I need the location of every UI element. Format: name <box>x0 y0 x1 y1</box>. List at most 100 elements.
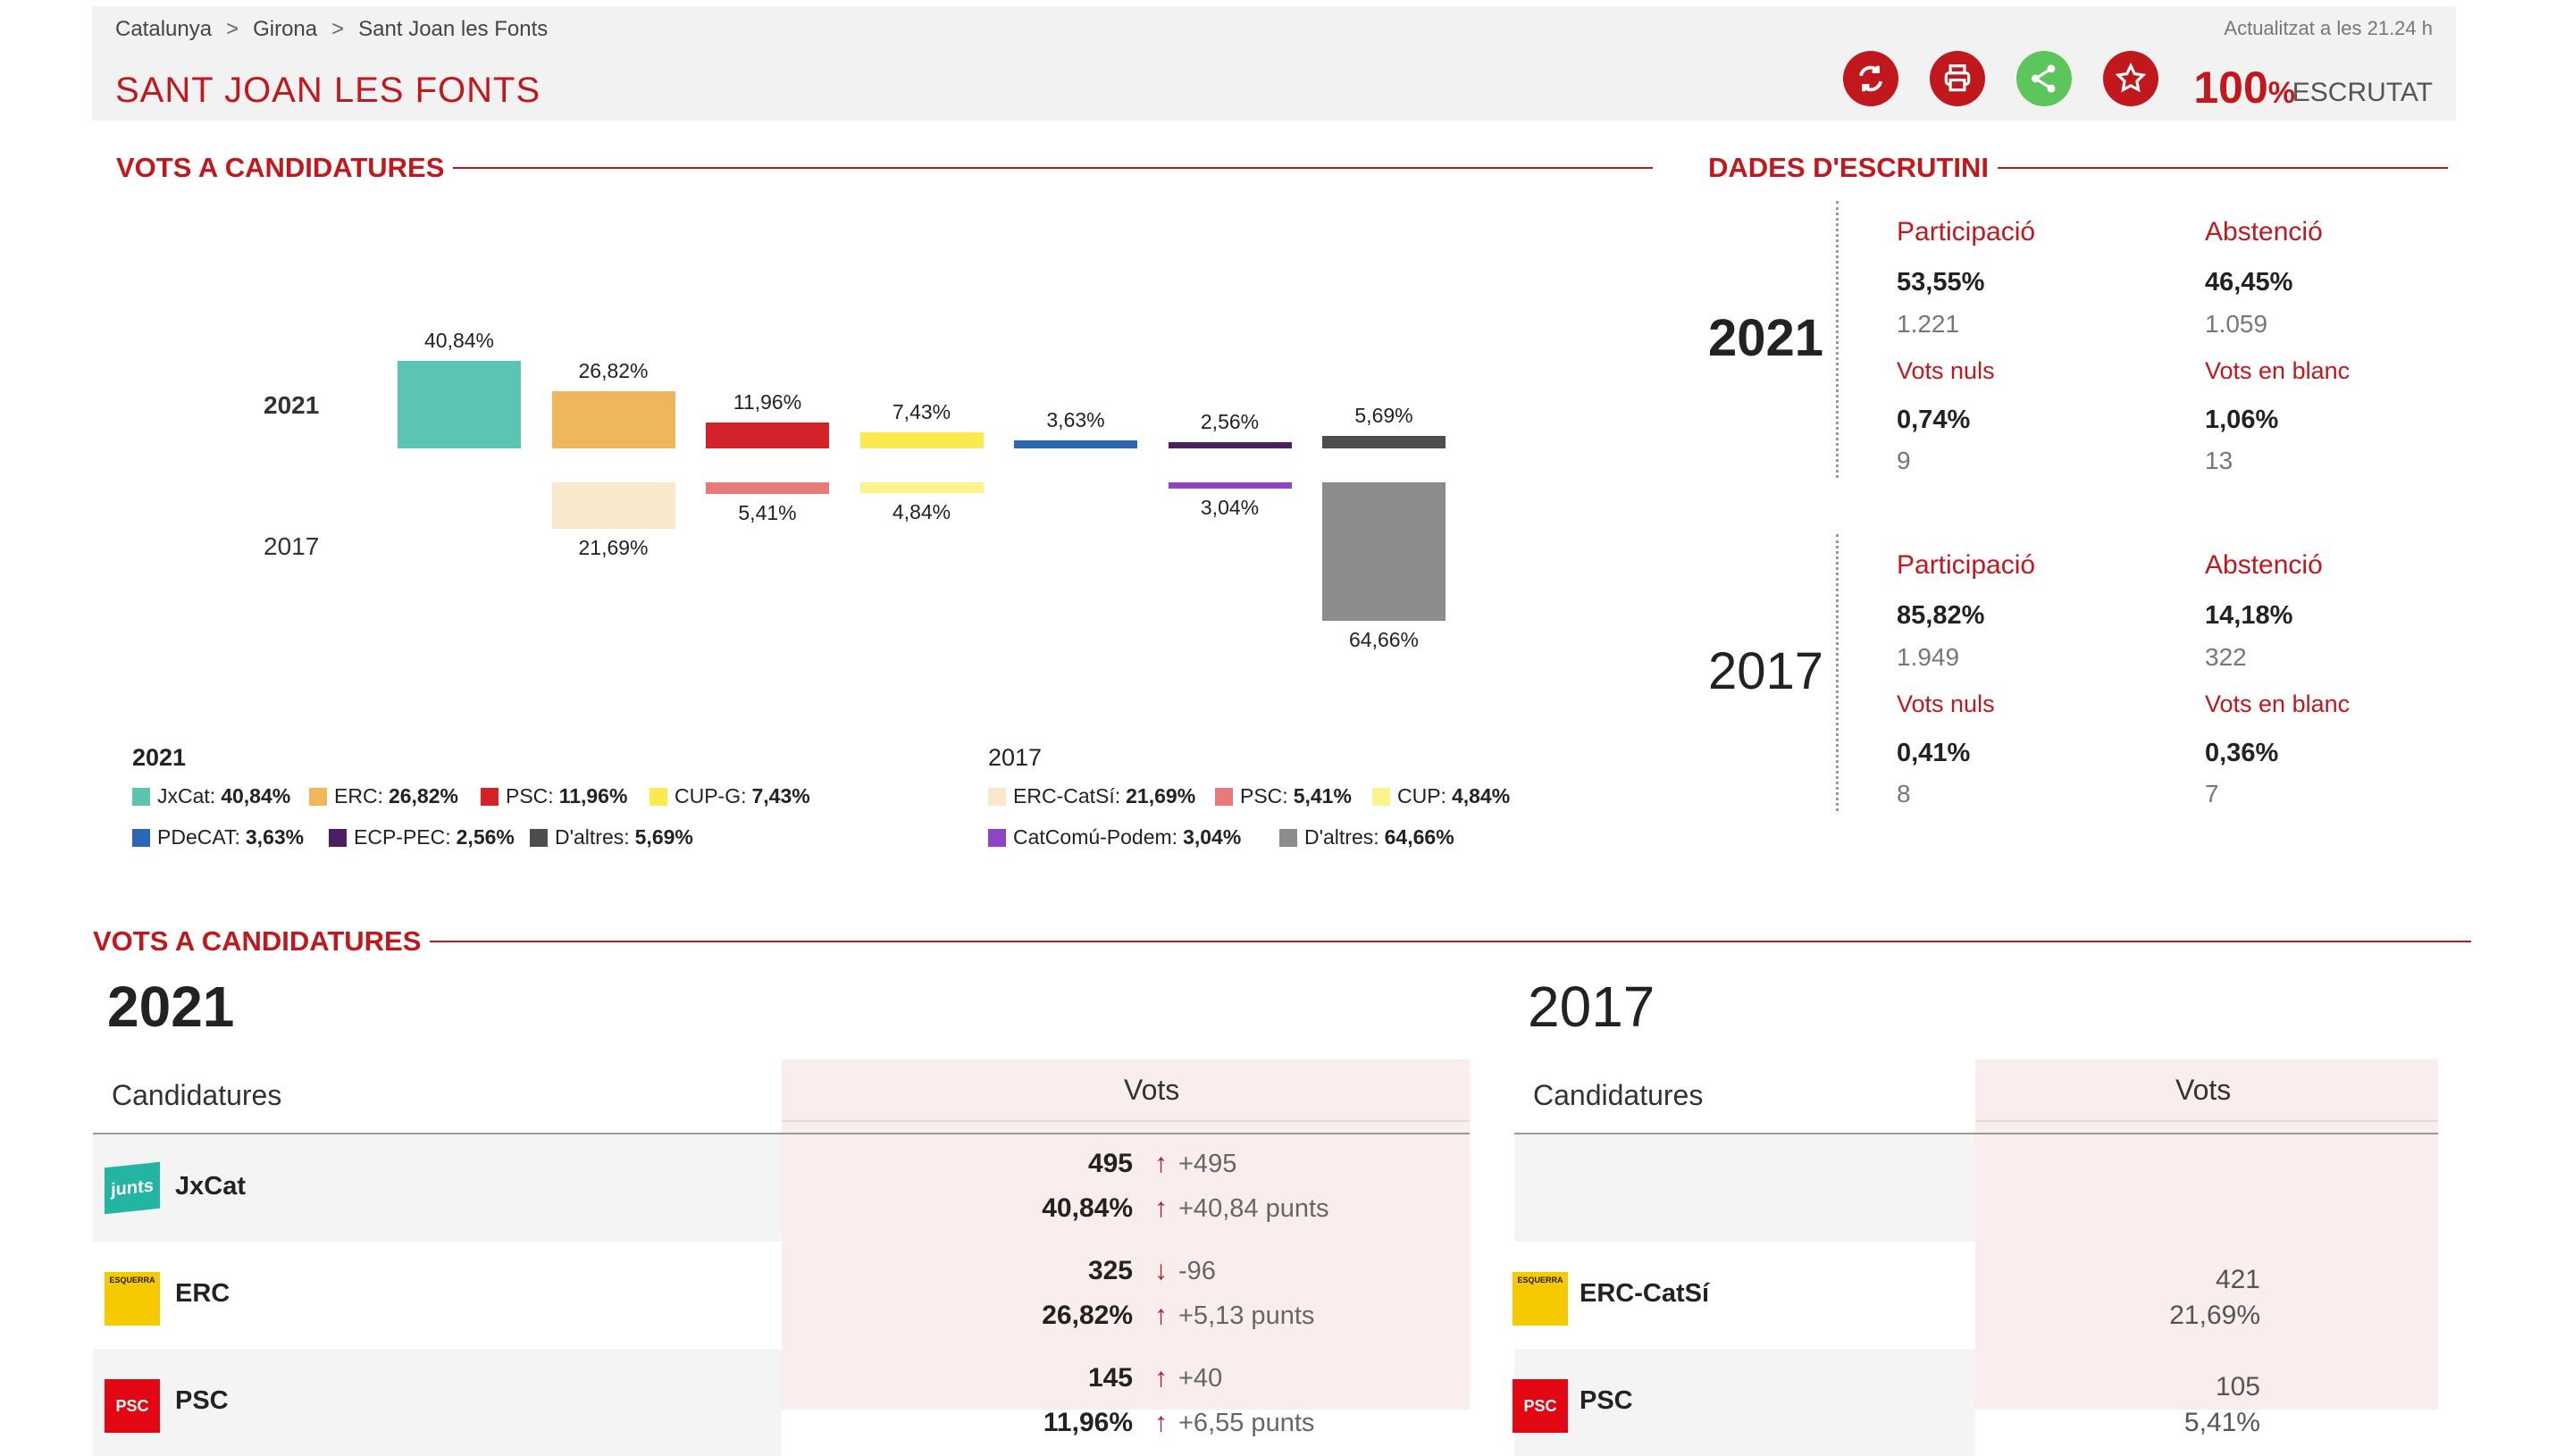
party-name: ERC <box>175 1279 230 1308</box>
blank-votes-label: Vots en blanc <box>2205 357 2351 384</box>
blank-votes-pct: 0,36% <box>2205 739 2279 767</box>
section-rule <box>420 941 2471 942</box>
scrutiny-percentage: 100% <box>2193 63 2295 113</box>
breadcrumb-item-girona[interactable]: Girona <box>253 17 318 41</box>
bar-2017 <box>1168 482 1292 490</box>
blank-votes-label: Vots en blanc <box>2205 690 2351 717</box>
legend-item: PSC: 11,96% <box>481 784 627 808</box>
share-icon <box>2032 64 2056 93</box>
favorite-button[interactable] <box>2103 51 2158 106</box>
erc-logo: ESQUERRA <box>1513 1272 1568 1326</box>
legend-swatch <box>1215 787 1233 806</box>
arrow-icon: ↑ <box>1154 1149 1168 1178</box>
col-header-votes: Vots <box>2175 1074 2232 1106</box>
participation-label: Participació <box>1897 550 2036 580</box>
table-row[interactable] <box>93 1134 782 1242</box>
refresh-button[interactable] <box>1843 51 1898 106</box>
psc-logo: PSC <box>1513 1379 1568 1433</box>
table-row[interactable] <box>1514 1242 1975 1349</box>
participation-label: Participació <box>1897 217 2036 247</box>
legend-item: ECP-PEC: 2,56% <box>329 825 515 849</box>
bar-label-2021: 2,56% <box>1200 410 1260 433</box>
bar-label-2021: 5,69% <box>1354 404 1413 428</box>
bar-2017 <box>706 482 829 494</box>
table-section-title: VOTS A CANDIDATURES <box>93 925 431 958</box>
table-row[interactable] <box>1514 1134 1975 1242</box>
abstention-pct: 14,18% <box>2205 601 2293 630</box>
votes-column-bg <box>1975 1059 2438 1410</box>
votes-pct: 11,96% <box>1043 1408 1133 1437</box>
abstention-count: 1.059 <box>2205 310 2268 338</box>
votes-pct: 40,84% <box>1042 1193 1133 1223</box>
bar-2017 <box>551 482 675 530</box>
legend-item: PSC: 5,41% <box>1215 784 1352 808</box>
votes-pct: 26,82% <box>1042 1301 1133 1330</box>
legend-swatch <box>481 787 499 806</box>
legend-value: 5,41% <box>1293 784 1352 807</box>
legend-item: CatComú-Podem: 3,04% <box>988 825 1241 849</box>
print-icon <box>1944 64 1971 92</box>
legend-name: PSC: <box>506 784 554 807</box>
null-votes-pct: 0,41% <box>1897 739 1971 767</box>
bar-label-2021: 26,82% <box>578 358 649 382</box>
breadcrumb-item-catalunya[interactable]: Catalunya <box>115 17 213 41</box>
bar-2021 <box>551 390 675 448</box>
table-row[interactable] <box>93 1242 782 1349</box>
votes-pct: 21,69% <box>2169 1301 2260 1330</box>
votes-count: 325 <box>1087 1256 1133 1285</box>
bar-2021 <box>1014 440 1137 448</box>
arrow-icon: ↑ <box>1154 1363 1168 1393</box>
null-votes-label: Vots nuls <box>1897 357 1995 384</box>
col-header-votes: Vots <box>1124 1074 1180 1106</box>
col-header-candidatures: Candidatures <box>1533 1079 1704 1111</box>
legend-swatch <box>132 828 150 847</box>
legend-name: ERC: <box>334 784 383 807</box>
participation-count: 1.949 <box>1897 643 1960 671</box>
votes-count: 495 <box>1087 1149 1133 1178</box>
legend-name: ECP-PEC: <box>354 825 451 849</box>
bar-label-2017: 64,66% <box>1348 628 1419 652</box>
party-name: PSC <box>175 1386 229 1415</box>
abstention-count: 322 <box>2205 643 2247 671</box>
bar-label-2021: 7,43% <box>892 400 951 424</box>
participation-pct: 85,82% <box>1897 601 1985 630</box>
legend-value: 40,84% <box>221 784 291 807</box>
participation-count: 1.221 <box>1897 310 1960 338</box>
bar-2021 <box>398 360 521 448</box>
legend-swatch <box>1372 787 1390 806</box>
legend-name: CUP: <box>1397 784 1446 807</box>
party-name: PSC <box>1580 1386 1633 1415</box>
print-button[interactable] <box>1930 51 1985 106</box>
legend-value: 3,04% <box>1183 825 1242 849</box>
legend-item: D'altres: 64,66% <box>1279 825 1454 849</box>
abstention-label: Abstenció <box>2205 217 2323 247</box>
legend-name: D'altres: <box>1304 825 1379 849</box>
table-header-rule <box>1514 1133 2438 1134</box>
votes-count: 421 <box>2215 1265 2260 1294</box>
abstention-label: Abstenció <box>2205 550 2323 580</box>
bar-label-2021: 40,84% <box>423 328 494 352</box>
legend-item: ERC: 26,82% <box>309 784 458 808</box>
legend-swatch <box>132 787 150 806</box>
page-header: Catalunya > Girona > Sant Joan les Fonts Act… <box>92 6 2456 121</box>
bar-label-2017: 21,69% <box>578 536 649 560</box>
votes-delta: ↓ -96 <box>1154 1256 1216 1285</box>
table-year-2017: 2017 <box>1528 975 1655 1039</box>
divider <box>782 1120 1470 1122</box>
legend-swatch <box>988 787 1006 806</box>
bar-label-2017: 3,04% <box>1200 496 1260 520</box>
legend-item: JxCat: 40,84% <box>132 784 290 808</box>
legend-swatch <box>530 828 548 847</box>
scrutiny-section-title: DADES D'ESCRUTINI <box>1708 152 1998 184</box>
junts-logo: junts <box>105 1161 160 1215</box>
votes-delta: ↑ +40 <box>1154 1363 1223 1393</box>
legend-year-2017: 2017 <box>988 744 1043 771</box>
legend-value: 21,69% <box>1126 784 1196 807</box>
chart-section-title: VOTS A CANDIDATURES <box>116 152 454 184</box>
share-button[interactable] <box>2016 51 2072 106</box>
party-name: ERC-CatSí <box>1580 1279 1710 1308</box>
blank-votes-count: 13 <box>2205 447 2233 474</box>
bar-2021 <box>706 423 829 448</box>
legend-value: 64,66% <box>1384 825 1454 849</box>
chart-year-2017: 2017 <box>264 532 320 560</box>
